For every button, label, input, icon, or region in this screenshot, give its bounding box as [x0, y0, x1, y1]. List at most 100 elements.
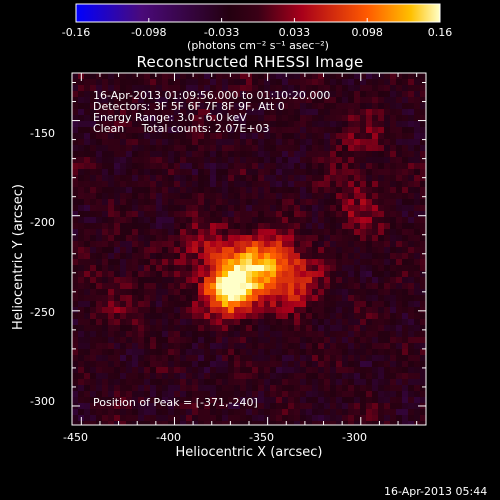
heatmap-cell — [168, 91, 175, 98]
heatmap-cell — [360, 289, 367, 296]
heatmap-cell — [396, 373, 403, 380]
heatmap-cell — [240, 193, 247, 200]
heatmap-cell — [336, 115, 343, 122]
heatmap-cell — [96, 247, 103, 254]
heatmap-cell — [270, 391, 277, 398]
heatmap-cell — [294, 133, 301, 140]
heatmap-cell — [72, 187, 79, 194]
heatmap-cell — [162, 331, 169, 338]
heatmap-cell — [270, 223, 277, 230]
heatmap-cell — [234, 259, 241, 266]
heatmap-cell — [390, 169, 397, 176]
heatmap-cell — [384, 217, 391, 224]
heatmap-cell — [126, 337, 133, 344]
heatmap-cell — [258, 277, 265, 284]
heatmap-cell — [180, 97, 187, 104]
heatmap-cell — [258, 367, 265, 374]
heatmap-cell — [96, 421, 103, 425]
heatmap-cell — [318, 349, 325, 356]
heatmap-cell — [186, 343, 193, 350]
heatmap-cell — [168, 289, 175, 296]
heatmap-cell — [336, 139, 343, 146]
heatmap-cell — [276, 403, 283, 410]
heatmap-cell — [222, 133, 229, 140]
heatmap-cell — [258, 169, 265, 176]
heatmap-cell — [288, 385, 295, 392]
heatmap-cell — [252, 283, 259, 290]
heatmap-cell — [162, 391, 169, 398]
heatmap-cell — [198, 139, 205, 146]
heatmap-cell — [174, 145, 181, 152]
heatmap-cell — [348, 361, 355, 368]
heatmap-cell — [312, 361, 319, 368]
heatmap-cell — [330, 397, 337, 404]
heatmap-cell — [198, 391, 205, 398]
heatmap-cell — [366, 379, 373, 386]
heatmap-cell — [408, 151, 415, 158]
heatmap-cell — [204, 319, 211, 326]
heatmap-cell — [90, 217, 97, 224]
heatmap-cell — [138, 307, 145, 314]
heatmap-cell — [390, 235, 397, 242]
heatmap-cell — [372, 373, 379, 380]
heatmap-cell — [234, 355, 241, 362]
heatmap-cell — [342, 229, 349, 236]
heatmap-cell — [162, 421, 169, 425]
heatmap-cell — [102, 325, 109, 332]
heatmap-cell — [96, 367, 103, 374]
heatmap-cell — [252, 97, 259, 104]
heatmap-cell — [126, 187, 133, 194]
heatmap-cell — [132, 391, 139, 398]
heatmap-cell — [150, 157, 157, 164]
heatmap-cell — [204, 349, 211, 356]
heatmap-cell — [90, 277, 97, 284]
heatmap-cell — [366, 73, 373, 80]
heatmap-cell — [384, 73, 391, 80]
heatmap-cell — [330, 133, 337, 140]
heatmap-cell — [420, 331, 426, 338]
y-tick-label: -200 — [30, 216, 55, 229]
heatmap-cell — [114, 397, 121, 404]
heatmap-cell — [90, 259, 97, 266]
heatmap-cell — [144, 349, 151, 356]
heatmap-cell — [330, 205, 337, 212]
heatmap-cell — [144, 409, 151, 416]
heatmap-cell — [378, 115, 385, 122]
heatmap-cell — [306, 73, 313, 80]
heatmap-cell — [288, 319, 295, 326]
heatmap-cell — [282, 403, 289, 410]
heatmap-cell — [396, 205, 403, 212]
heatmap-cell — [306, 259, 313, 266]
heatmap-cell — [192, 379, 199, 386]
heatmap-cell — [120, 205, 127, 212]
heatmap-cell — [234, 343, 241, 350]
heatmap-cell — [138, 343, 145, 350]
heatmap-cell — [132, 199, 139, 206]
heatmap-cell — [372, 157, 379, 164]
heatmap-cell — [414, 313, 421, 320]
axis-ticks — [72, 73, 426, 426]
heatmap-cell — [126, 235, 133, 242]
heatmap-cell — [72, 265, 79, 272]
heatmap-cell — [384, 373, 391, 380]
heatmap-cell — [138, 289, 145, 296]
heatmap-cell — [180, 73, 187, 80]
heatmap-cell — [288, 409, 295, 416]
heatmap-cell — [276, 271, 283, 278]
heatmap-cell — [348, 223, 355, 230]
heatmap-cell — [420, 85, 426, 92]
heatmap-cell — [198, 127, 205, 134]
heatmap-cell — [138, 277, 145, 284]
heatmap-cell — [216, 115, 223, 122]
heatmap-cell — [306, 151, 313, 158]
heatmap-cell — [84, 247, 91, 254]
heatmap-cell — [210, 169, 217, 176]
heatmap-cell — [312, 379, 319, 386]
heatmap-cell — [312, 283, 319, 290]
heatmap-cell — [282, 229, 289, 236]
heatmap-cell — [90, 97, 97, 104]
heatmap-cell — [282, 373, 289, 380]
heatmap-cell — [126, 73, 133, 80]
heatmap-cell — [102, 205, 109, 212]
heatmap-cell — [390, 283, 397, 290]
